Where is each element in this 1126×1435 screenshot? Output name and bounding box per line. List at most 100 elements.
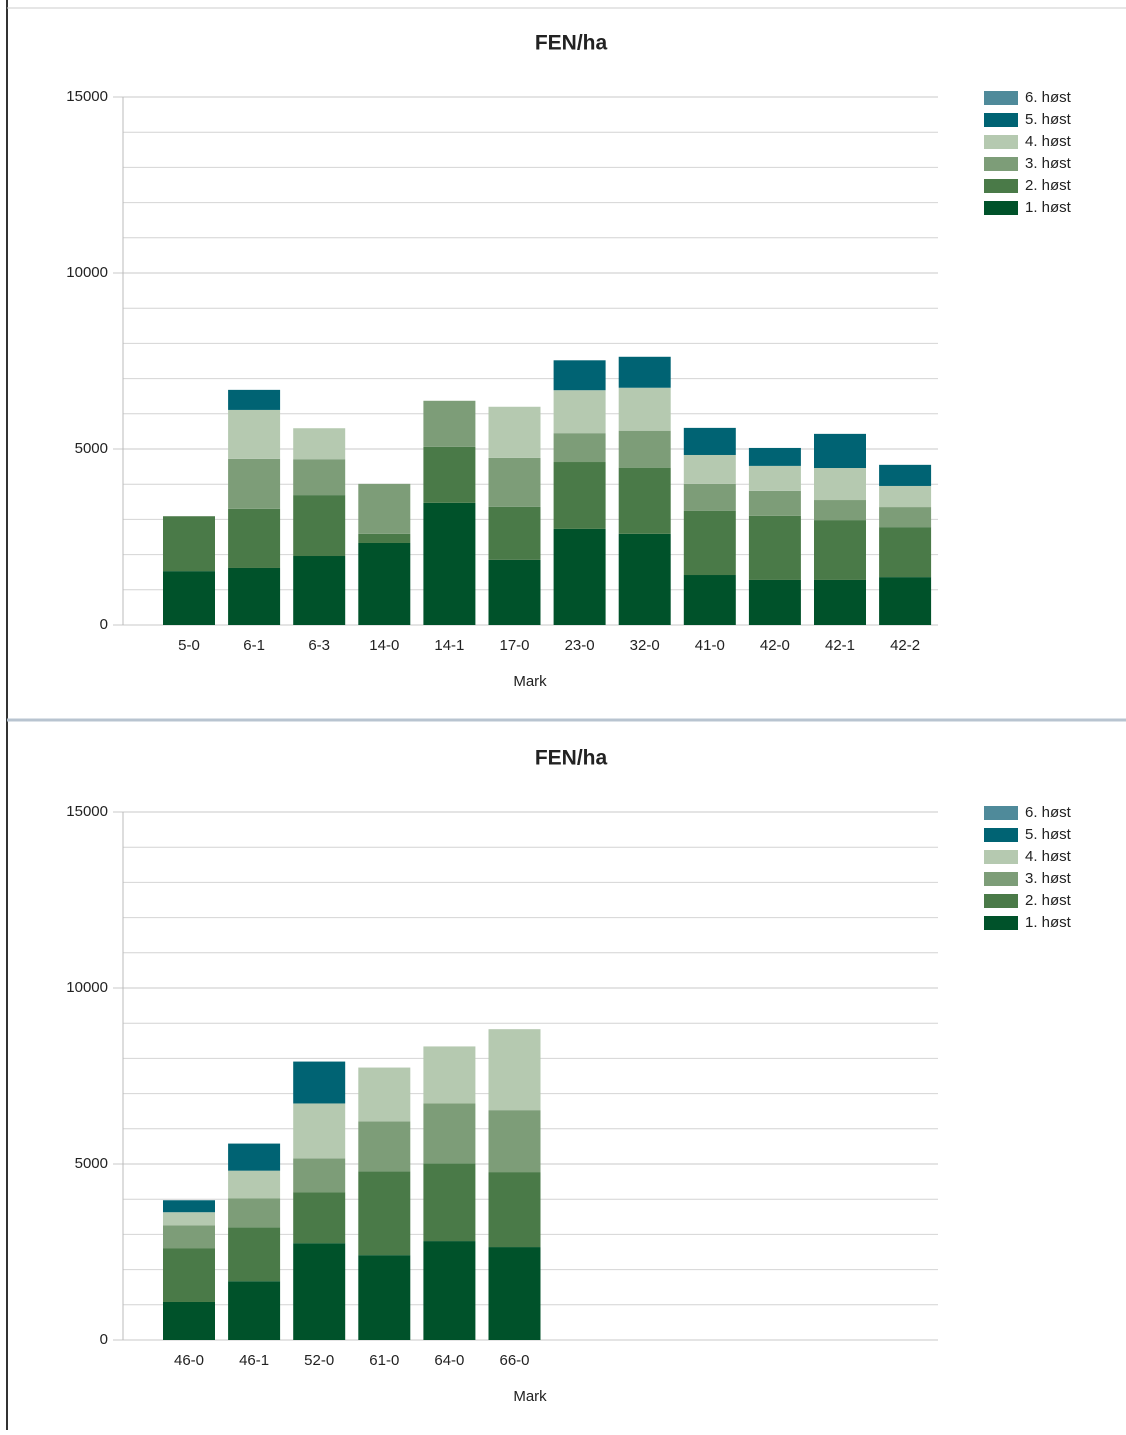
bar-segment [423, 400, 476, 447]
bar-segment [814, 500, 866, 521]
bar-segment [879, 485, 932, 508]
legend-label: 6. høst [1025, 89, 1072, 106]
bar-segment [553, 528, 606, 625]
bar-segment [358, 1121, 411, 1172]
bar-segment [293, 1192, 346, 1244]
bar-segment [293, 1103, 346, 1159]
legend-label: 6. høst [1025, 804, 1072, 821]
bar-segment [293, 495, 346, 557]
bar-segment [228, 1170, 281, 1199]
x-tick-label: 5-0 [178, 637, 200, 654]
bar-segment [228, 1143, 281, 1171]
bar-segment [163, 1248, 215, 1302]
bar-segment [228, 1198, 281, 1228]
bar-segment [488, 406, 541, 458]
bar-segment [293, 459, 346, 496]
bar-segment [423, 502, 476, 625]
bar-segment [293, 556, 346, 625]
chart-title: FEN/ha [535, 747, 608, 770]
bar-segment [358, 533, 411, 543]
bar-segment [228, 1227, 281, 1282]
bar-segment [163, 1301, 215, 1340]
bar-segment [163, 516, 215, 572]
y-tick-label: 15000 [66, 803, 108, 820]
x-tick-label: 32-0 [630, 637, 660, 654]
bar-segment [228, 409, 281, 459]
bar-segment [423, 1046, 476, 1104]
chart-title: FEN/ha [535, 32, 608, 55]
bar-segment [618, 430, 671, 468]
x-tick-label: 66-0 [499, 1352, 529, 1369]
bar-segment [748, 465, 801, 491]
bar-segment [683, 483, 736, 511]
x-tick-label: 46-0 [174, 1352, 204, 1369]
bar-segment [423, 1241, 476, 1340]
bar-segment [748, 579, 801, 625]
bar-segment [814, 468, 866, 501]
bar-segment [163, 571, 215, 625]
bar-segment [879, 577, 932, 625]
bar-segment [879, 527, 932, 578]
legend-swatch [984, 91, 1018, 105]
y-tick-label: 0 [100, 1331, 108, 1348]
x-tick-label: 42-1 [825, 637, 855, 654]
bar-segment [358, 1171, 411, 1256]
bar-segment [879, 464, 932, 486]
bar-segment [293, 1061, 346, 1104]
legend-label: 1. høst [1025, 914, 1072, 931]
bar-segment [488, 457, 541, 507]
x-tick-label: 6-3 [308, 637, 330, 654]
bar-segment [228, 389, 281, 410]
bar-segment [358, 483, 411, 534]
bar-segment [553, 433, 606, 463]
bar-segment [163, 1212, 215, 1226]
x-tick-label: 61-0 [369, 1352, 399, 1369]
x-tick-label: 6-1 [243, 637, 265, 654]
bar-segment [618, 533, 671, 625]
legend-label: 2. høst [1025, 892, 1072, 909]
bar-segment [879, 507, 932, 528]
bar-segment [488, 1172, 541, 1248]
legend-swatch [984, 135, 1018, 149]
y-tick-label: 10000 [66, 979, 108, 996]
legend-swatch [984, 157, 1018, 171]
x-tick-label: 14-1 [434, 637, 464, 654]
x-tick-label: 14-0 [369, 637, 399, 654]
bar-segment [488, 1029, 541, 1111]
bar-segment [163, 1200, 215, 1213]
legend-label: 3. høst [1025, 870, 1072, 887]
legend-label: 3. høst [1025, 155, 1072, 172]
legend-swatch [984, 872, 1018, 886]
bar-segment [358, 542, 411, 625]
legend-label: 5. høst [1025, 826, 1072, 843]
y-tick-label: 10000 [66, 264, 108, 281]
bar-segment [228, 458, 281, 509]
legend-swatch [984, 828, 1018, 842]
legend-swatch [984, 894, 1018, 908]
x-tick-label: 41-0 [695, 637, 725, 654]
x-tick-label: 42-2 [890, 637, 920, 654]
bar-segment [748, 490, 801, 516]
legend-swatch [984, 201, 1018, 215]
bar-segment [683, 510, 736, 576]
bar-segment [618, 387, 671, 431]
bar-segment [423, 1163, 476, 1242]
y-tick-label: 0 [100, 616, 108, 633]
legend-swatch [984, 916, 1018, 930]
legend-label: 4. høst [1025, 133, 1072, 150]
bar-segment [488, 1247, 541, 1340]
bar-segment [553, 462, 606, 529]
bar-segment [683, 575, 736, 625]
legend-label: 4. høst [1025, 848, 1072, 865]
bar-segment [814, 520, 866, 580]
bar-segment [228, 567, 281, 625]
legend-swatch [984, 113, 1018, 127]
bar-segment [358, 1067, 411, 1122]
bar-segment [814, 433, 866, 469]
legend-swatch [984, 850, 1018, 864]
legend-label: 2. høst [1025, 177, 1072, 194]
bar-segment [683, 427, 736, 455]
bar-segment [618, 356, 671, 388]
y-tick-label: 5000 [75, 440, 108, 457]
